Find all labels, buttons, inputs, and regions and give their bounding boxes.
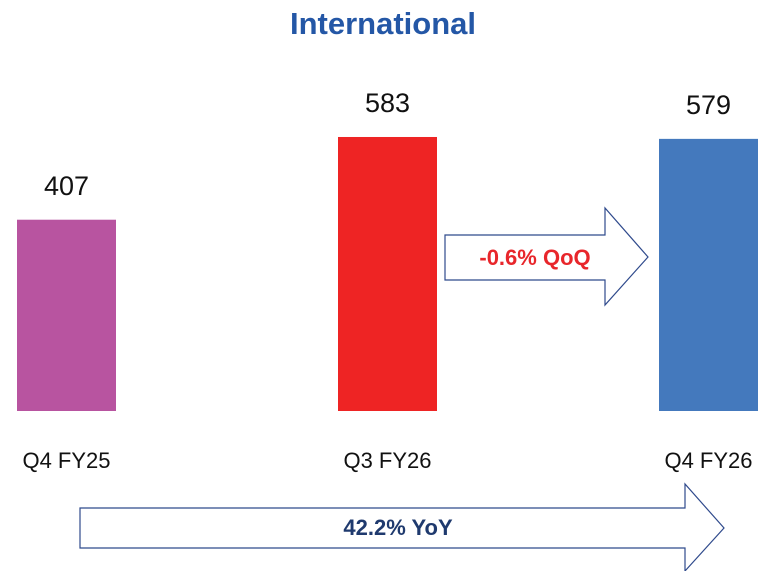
bar: [17, 219, 116, 411]
chart-title: International: [290, 6, 476, 41]
value-label: 407: [44, 171, 89, 201]
qoq-annotation: -0.6% QoQ: [479, 245, 590, 270]
x-tick-label: Q4 FY26: [664, 448, 752, 473]
bar: [659, 138, 758, 411]
value-label: 579: [686, 90, 731, 120]
x-tick-label: Q4 FY25: [22, 448, 110, 473]
qoq-arrow: [444, 206, 649, 307]
yoy-annotation: 42.2% YoY: [343, 515, 453, 540]
value-label: 583: [365, 88, 410, 118]
x-tick-label: Q3 FY26: [343, 448, 431, 473]
bar: [338, 136, 437, 412]
yoy-arrow: [79, 482, 725, 571]
